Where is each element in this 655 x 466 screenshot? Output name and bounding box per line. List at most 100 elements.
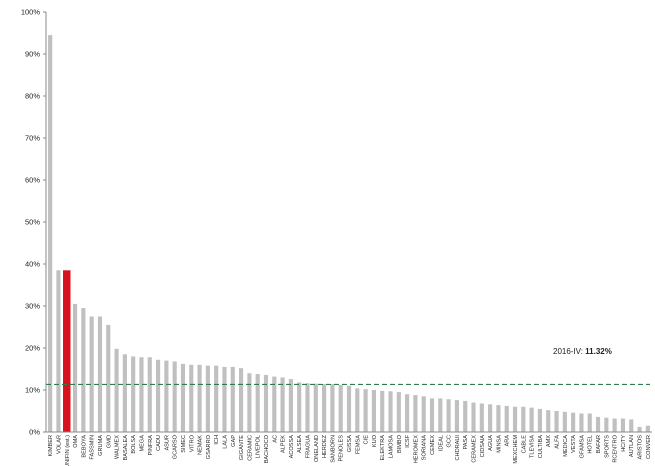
bar bbox=[587, 413, 592, 432]
bar bbox=[56, 270, 61, 432]
x-tick-label: LAMOSA bbox=[389, 435, 395, 459]
x-tick-label: ALPEK bbox=[281, 435, 287, 453]
bar bbox=[546, 410, 551, 432]
x-tick-label: ELEKTRA bbox=[380, 435, 386, 461]
x-tick-label: ONELAND bbox=[314, 435, 320, 462]
bar bbox=[205, 365, 210, 432]
bar bbox=[230, 366, 235, 432]
x-tick-label: ACOSSA bbox=[289, 435, 295, 459]
bar bbox=[429, 398, 435, 432]
bar bbox=[180, 363, 186, 432]
bar-highlighted bbox=[63, 270, 71, 432]
bar bbox=[529, 407, 534, 432]
x-tick-label: CULTIBA bbox=[538, 435, 544, 458]
x-tick-label: SPORTS bbox=[604, 435, 610, 458]
bar bbox=[446, 399, 451, 432]
bar bbox=[338, 384, 343, 432]
bar bbox=[48, 35, 53, 432]
x-tick-label: VOLAR bbox=[56, 435, 62, 454]
y-tick-label: 70% bbox=[25, 134, 40, 143]
bar bbox=[512, 406, 518, 432]
x-tick-label: FRAGUA bbox=[305, 435, 311, 459]
bar bbox=[604, 417, 609, 432]
bar bbox=[355, 388, 360, 432]
x-tick-label: VESTA bbox=[571, 435, 577, 453]
x-tick-label: PENOLES bbox=[339, 435, 345, 462]
reference-annotation-value: 11.32% bbox=[585, 347, 612, 356]
bar bbox=[405, 394, 410, 432]
y-tick-label: 30% bbox=[25, 302, 40, 311]
x-tick-label: CABLE bbox=[521, 435, 527, 454]
bar bbox=[438, 398, 443, 432]
bar bbox=[562, 411, 567, 432]
y-tick-label: 20% bbox=[25, 344, 40, 353]
bar bbox=[72, 303, 78, 432]
bar bbox=[371, 390, 376, 432]
bar bbox=[280, 377, 285, 432]
bar bbox=[147, 357, 152, 432]
x-tick-label: CERAMEX bbox=[472, 435, 478, 463]
bar bbox=[189, 364, 194, 432]
bar bbox=[172, 361, 177, 432]
bar bbox=[571, 412, 576, 432]
x-tick-label: SIMEC bbox=[181, 435, 187, 453]
bar bbox=[247, 373, 252, 432]
x-tick-label: ARA bbox=[505, 435, 511, 447]
bar bbox=[322, 384, 327, 432]
x-tick-label: PINFRA bbox=[148, 435, 154, 456]
y-tick-label: 40% bbox=[25, 260, 40, 269]
x-tick-label: MEXCHEM bbox=[513, 435, 519, 464]
x-tick-label: KIMBER bbox=[48, 435, 54, 456]
x-tick-label: NEMAK bbox=[198, 435, 204, 455]
x-tick-label: BIMBO bbox=[397, 434, 403, 453]
x-tick-label: FASSMIN bbox=[90, 435, 96, 460]
bar bbox=[554, 411, 559, 432]
y-tick-label: 50% bbox=[25, 218, 40, 227]
x-tick-label: LALA bbox=[222, 435, 228, 449]
x-tick-label: AC bbox=[272, 435, 278, 443]
bar bbox=[463, 400, 468, 432]
x-tick-label: KUO bbox=[372, 434, 378, 447]
bar bbox=[155, 359, 161, 432]
bar bbox=[346, 385, 352, 432]
x-tick-label: FEMSA bbox=[355, 435, 361, 455]
x-tick-label: BOLSA bbox=[131, 435, 137, 454]
y-tick-label: 10% bbox=[25, 386, 40, 395]
bar bbox=[595, 416, 601, 432]
x-tick-label: CERAMIC bbox=[247, 435, 253, 461]
x-tick-label: SANBORN bbox=[330, 435, 336, 463]
bar bbox=[263, 374, 269, 432]
x-tick-label: GMD bbox=[106, 435, 112, 448]
bar bbox=[612, 418, 617, 432]
bar bbox=[305, 383, 310, 432]
bar bbox=[645, 425, 650, 432]
x-tick-label: MINSA bbox=[496, 435, 502, 453]
bar bbox=[421, 396, 426, 432]
bar bbox=[239, 368, 244, 432]
bar bbox=[272, 376, 277, 432]
x-tick-label: OMA bbox=[73, 435, 79, 448]
y-tick-label: 0% bbox=[29, 428, 40, 437]
x-tick-label: MEDICA bbox=[563, 435, 569, 457]
x-tick-label: PASA bbox=[463, 435, 469, 450]
bar bbox=[106, 324, 111, 432]
x-tick-label: WALMEX bbox=[115, 435, 121, 459]
x-tick-label: ALFA bbox=[555, 435, 561, 449]
reference-annotation-label: 2016-IV: bbox=[553, 347, 585, 356]
x-tick-label: AGUA bbox=[488, 435, 494, 451]
y-tick-label: 90% bbox=[25, 50, 40, 59]
bar bbox=[504, 405, 509, 432]
x-tick-label: HERDEZ bbox=[322, 434, 328, 458]
x-tick-label: GIGANTE bbox=[239, 435, 245, 460]
x-tick-label: BEBOYA bbox=[81, 435, 87, 458]
bar bbox=[637, 426, 642, 432]
x-tick-label: ICH bbox=[214, 435, 220, 445]
bar bbox=[488, 404, 493, 432]
bar bbox=[496, 405, 501, 432]
x-tick-label: CADU bbox=[156, 435, 162, 451]
bar bbox=[222, 366, 227, 432]
x-tick-label: LIVEPOL bbox=[256, 435, 262, 458]
bar bbox=[396, 392, 401, 432]
y-tick-label: 80% bbox=[25, 92, 40, 101]
